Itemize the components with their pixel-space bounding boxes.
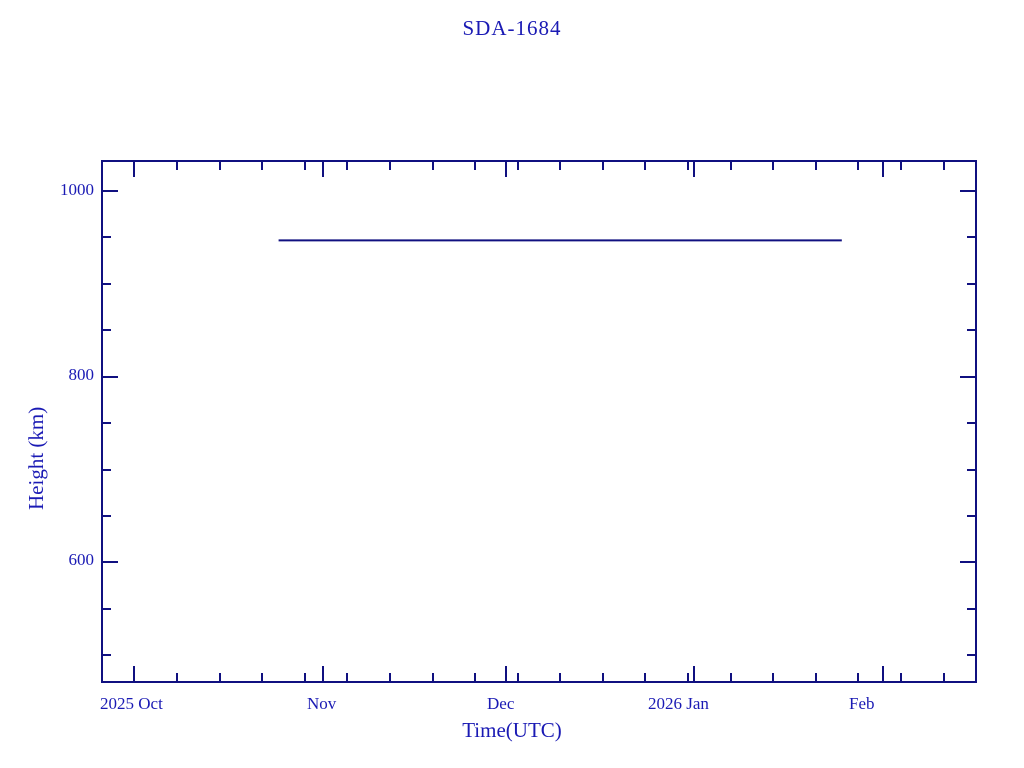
x-tick-label-2026-jan: 2026 Jan: [648, 694, 709, 713]
x-major-tick-1: [322, 666, 324, 681]
y-minor-tick-900: [103, 282, 111, 285]
x-minor-tick: [644, 673, 647, 681]
x-minor-tick-top: [346, 162, 349, 170]
y-major-tick-right-800: [960, 375, 975, 378]
x-major-tick-2: [504, 666, 507, 681]
y-tick-label-600: 600: [68, 550, 95, 569]
y-minor-tick-right-750: [967, 422, 975, 425]
x-minor-tick-top: [942, 162, 945, 170]
x-minor-tick: [559, 673, 562, 681]
y-major-tick-1000: [103, 189, 118, 192]
x-major-tick-top-4: [881, 162, 884, 177]
y-minor-tick-right-650: [967, 515, 975, 517]
data-series-layer: [278, 239, 842, 242]
y-minor-tick-550: [103, 607, 111, 610]
y-minor-tick-right-850: [967, 329, 975, 332]
x-major-tick-top-3: [693, 162, 696, 177]
x-minor-tick: [601, 673, 604, 681]
x-minor-tick: [942, 673, 945, 681]
x-minor-tick: [261, 673, 264, 681]
x-minor-tick: [474, 673, 477, 681]
y-minor-tick-right-500: [967, 654, 975, 657]
y-minor-tick-right-700: [967, 468, 975, 471]
x-minor-tick: [899, 673, 902, 681]
x-tick-label-feb: Feb: [849, 694, 875, 713]
x-minor-tick-top: [474, 162, 477, 170]
x-minor-tick: [772, 673, 775, 681]
x-minor-tick-top: [772, 162, 775, 170]
x-minor-tick: [303, 673, 306, 681]
x-minor-tick-top: [814, 162, 817, 170]
y-tick-label-1000: 1000: [60, 180, 94, 199]
x-minor-tick-top: [729, 162, 732, 170]
y-major-tick-right-600: [960, 561, 975, 564]
y-tick-label-800: 800: [68, 365, 95, 384]
x-minor-tick: [687, 673, 689, 681]
y-minor-tick-right-550: [967, 607, 975, 610]
x-minor-tick-top: [388, 162, 391, 170]
x-minor-tick: [176, 673, 178, 681]
x-major-tick-top-0: [133, 162, 136, 177]
y-minor-tick-850: [103, 329, 111, 332]
x-minor-tick: [857, 673, 860, 681]
x-minor-tick: [218, 673, 221, 681]
x-major-tick-top-1: [322, 162, 324, 177]
x-tick-label-dec: Dec: [487, 694, 515, 713]
x-minor-tick: [388, 673, 391, 681]
y-minor-tick-950: [103, 236, 111, 239]
x-minor-tick-top: [559, 162, 562, 170]
x-tick-label-2025-oct: 2025 Oct: [100, 694, 163, 713]
x-minor-tick-top: [176, 162, 178, 170]
x-minor-tick: [814, 673, 817, 681]
x-minor-tick-top: [261, 162, 264, 170]
x-minor-tick-top: [516, 162, 519, 170]
x-minor-tick-top: [899, 162, 902, 170]
x-major-tick-top-2: [504, 162, 507, 177]
x-minor-tick-top: [303, 162, 306, 170]
y-minor-tick-650: [103, 515, 111, 517]
y-minor-tick-700: [103, 468, 111, 471]
x-minor-tick: [346, 673, 349, 681]
x-minor-tick-top: [601, 162, 604, 170]
x-minor-tick-top: [644, 162, 647, 170]
x-major-tick-4: [881, 666, 884, 681]
y-minor-tick-500: [103, 654, 111, 657]
x-minor-tick: [516, 673, 519, 681]
x-major-tick-0: [133, 666, 136, 681]
y-major-tick-right-1000: [960, 189, 975, 192]
y-minor-tick-right-900: [967, 282, 975, 285]
x-minor-tick: [729, 673, 732, 681]
y-major-tick-800: [103, 375, 118, 378]
x-minor-tick: [431, 673, 434, 681]
x-minor-tick-top: [687, 162, 689, 170]
y-minor-tick-right-950: [967, 236, 975, 239]
y-minor-tick-750: [103, 422, 111, 425]
x-minor-tick-top: [218, 162, 221, 170]
y-major-tick-600: [103, 561, 118, 564]
x-major-tick-3: [693, 666, 696, 681]
x-axis-title: Time(UTC): [462, 718, 562, 742]
x-minor-tick-top: [857, 162, 860, 170]
page-title: SDA-1684: [462, 16, 562, 40]
plot-area: [101, 160, 977, 683]
x-minor-tick-top: [431, 162, 434, 170]
y-axis-title: Height (km): [24, 406, 48, 510]
x-tick-label-nov: Nov: [307, 694, 337, 713]
